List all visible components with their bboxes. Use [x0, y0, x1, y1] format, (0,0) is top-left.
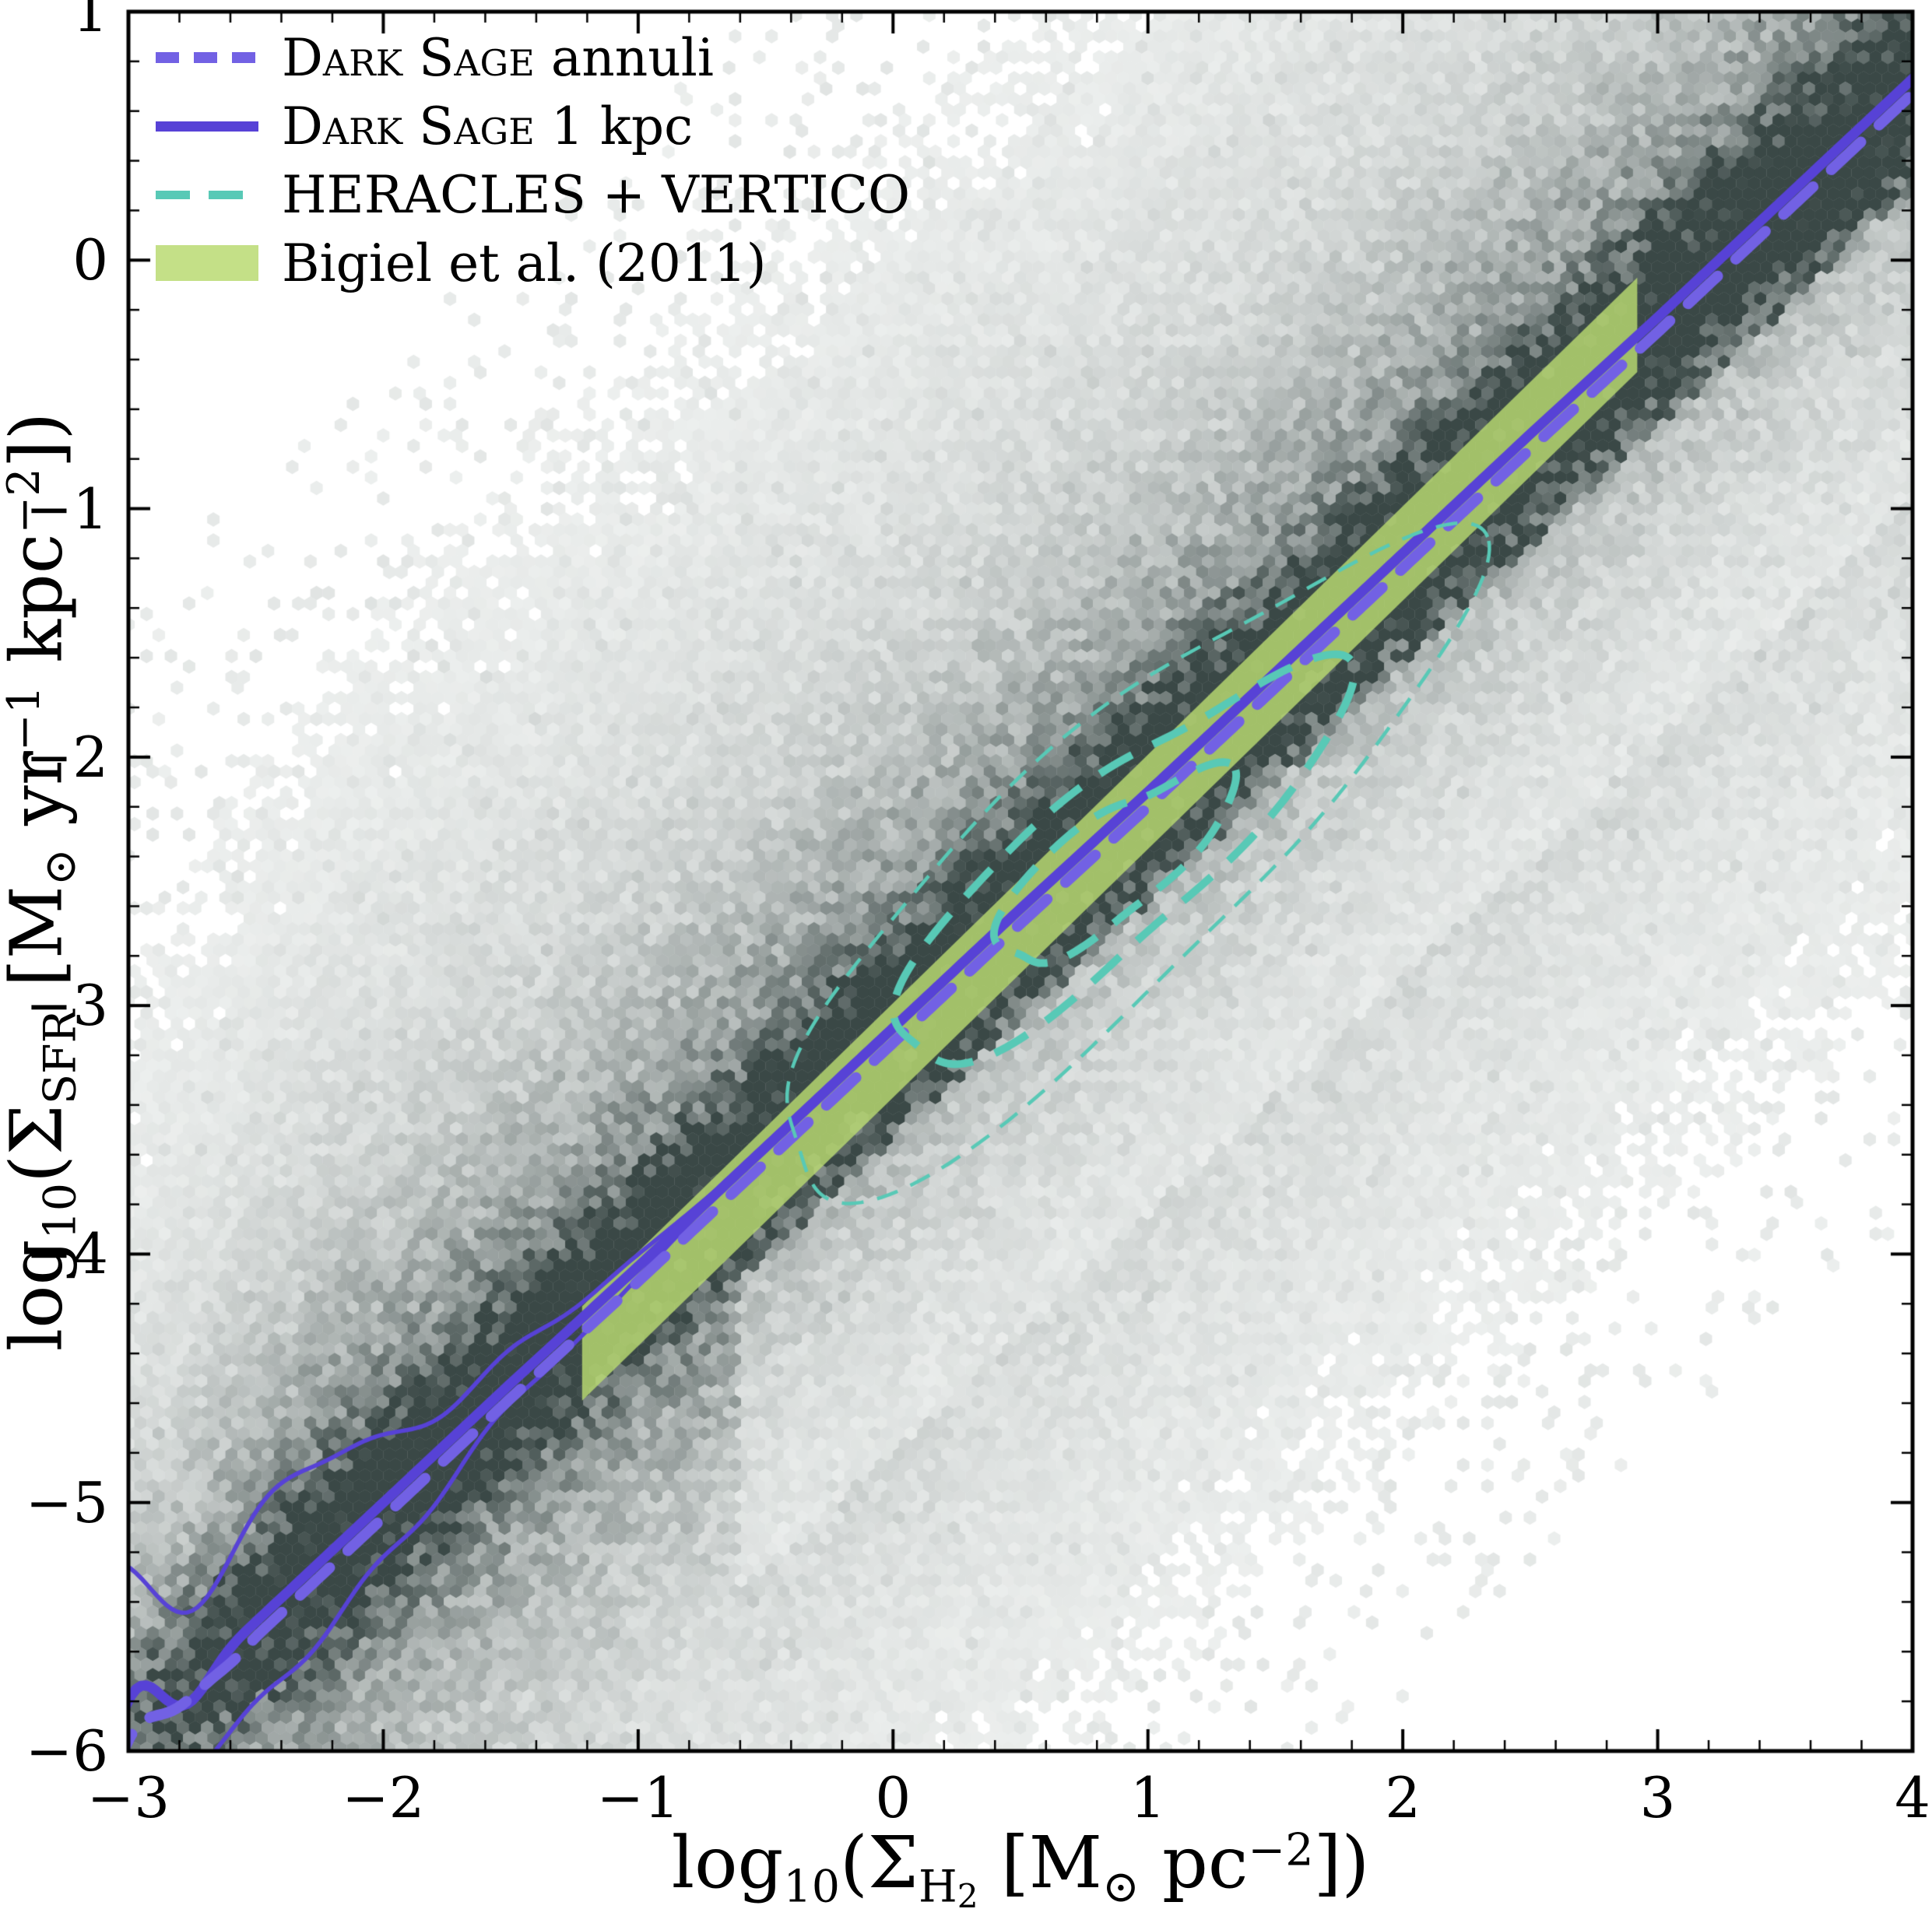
y-tick-label: −5 [25, 1469, 108, 1535]
x-tick-label: 0 [875, 1765, 912, 1830]
legend-solid-line-swatch [156, 121, 258, 132]
y-tick-label: −3 [25, 973, 108, 1039]
y-tick-label: 0 [72, 227, 108, 293]
legend-label-bigiel-2011: Bigiel et al. (2011) [282, 233, 767, 293]
y-tick-label: −2 [25, 724, 108, 790]
legend-long-dash-line-swatch [156, 190, 258, 199]
legend-label-heracles-vertico: HERACLES + VERTICO [282, 164, 911, 225]
y-tick-label: −6 [25, 1718, 108, 1784]
legend-item-heracles-vertico: HERACLES + VERTICO [156, 164, 911, 225]
x-tick-label: 1 [1129, 1765, 1166, 1830]
legend-patch-swatch [156, 245, 258, 281]
y-axis-title: log10(ΣSFR [M⊙ yr−1 kpc−2]) [0, 412, 86, 1351]
x-axis-title: log10(ΣH2 [M⊙ pc−2]) [671, 1821, 1370, 1909]
legend-item-dark-sage-annuli: Dark Sage annuli [156, 27, 910, 88]
x-tick-label: −3 [86, 1765, 170, 1830]
legend-label-dark-sage-annuli: Dark Sage annuli [282, 27, 714, 88]
x-tick-label: −1 [596, 1765, 680, 1830]
x-tick-label: 4 [1895, 1765, 1930, 1830]
y-tick-label: −1 [25, 475, 108, 542]
y-tick-label: 1 [72, 0, 108, 44]
legend-item-bigiel-2011: Bigiel et al. (2011) [156, 233, 910, 293]
legend-item-dark-sage-1kpc: Dark Sage 1 kpc [156, 97, 910, 156]
x-tick-label: −2 [342, 1765, 425, 1830]
legend-dashed-line-swatch [156, 52, 258, 63]
x-tick-label: 3 [1639, 1765, 1676, 1830]
legend-label-dark-sage-1kpc: Dark Sage 1 kpc [282, 96, 694, 156]
y-tick-label: −4 [25, 1221, 108, 1287]
legend: Dark Sage annuli Dark Sage 1 kpc HERACLE… [156, 28, 910, 293]
x-tick-label: 2 [1385, 1765, 1421, 1830]
